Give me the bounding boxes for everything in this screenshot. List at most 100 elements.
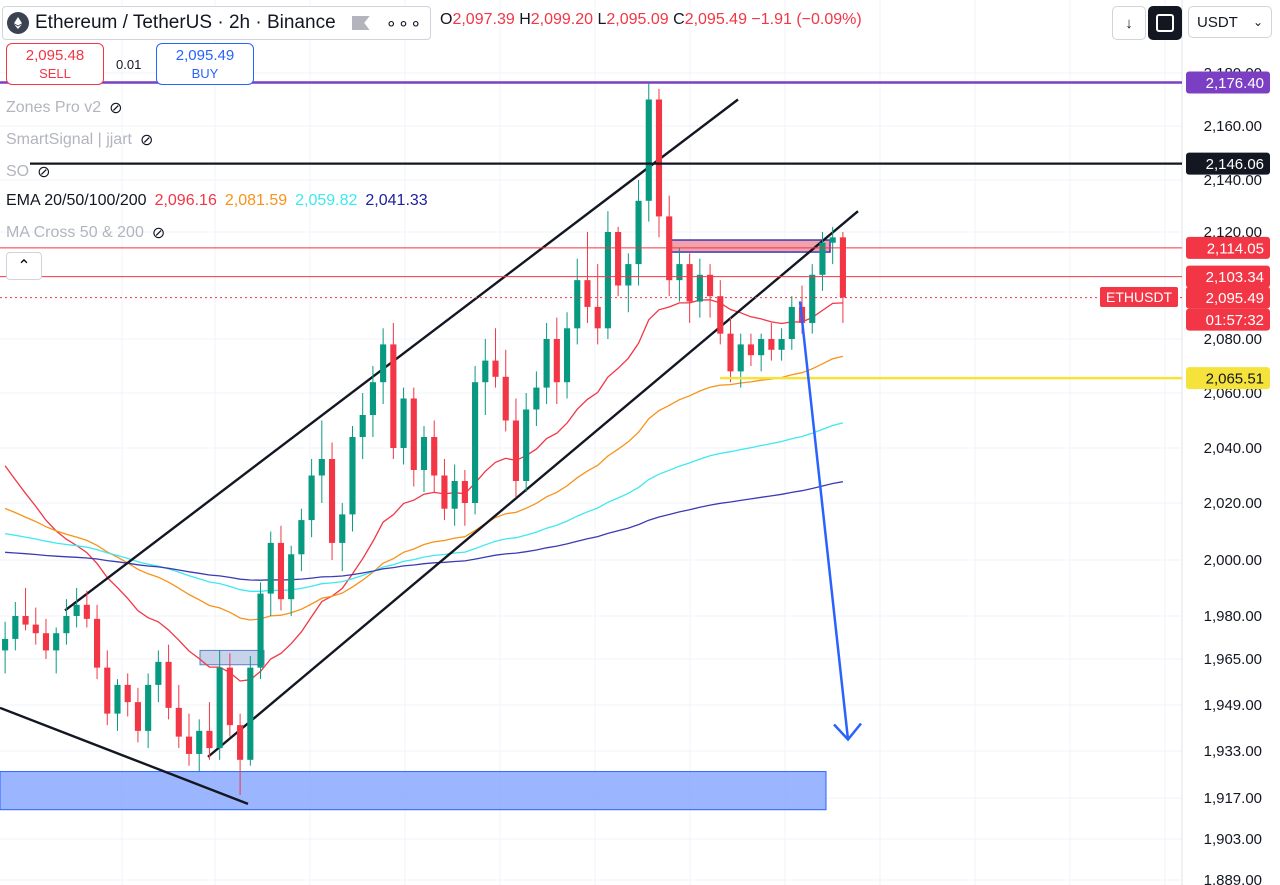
candle-body bbox=[635, 200, 642, 265]
ema100-value: 2,059.82 bbox=[295, 192, 358, 209]
ohlc-values: O2,097.39 H2,099.20 L2,095.09 C2,095.49 … bbox=[440, 11, 862, 28]
candle-body bbox=[83, 604, 90, 619]
candle-body bbox=[839, 237, 846, 298]
candle-body bbox=[185, 736, 193, 754]
candle-body bbox=[502, 376, 509, 421]
chevron-up-icon: ⌃ bbox=[17, 258, 31, 275]
candle-body bbox=[12, 616, 19, 639]
candle-body bbox=[696, 274, 703, 302]
price-tick-label: 1,889.00 bbox=[1204, 872, 1262, 885]
eye-off-icon[interactable]: ⊘ bbox=[109, 100, 123, 117]
eye-off-icon[interactable]: ⊘ bbox=[151, 225, 166, 242]
price-label-box bbox=[1186, 367, 1270, 390]
price-tick-label: 2,140.00 bbox=[1204, 172, 1262, 189]
candle-body bbox=[288, 554, 295, 600]
collapse-legend-button[interactable]: ⌃ bbox=[6, 252, 42, 280]
candle-body bbox=[73, 604, 80, 616]
download-button[interactable]: ↓ bbox=[1112, 6, 1146, 40]
symbol-header[interactable]: Ethereum / TetherUS · 2h · Binance ∘∘∘ bbox=[2, 6, 432, 40]
price-label-box bbox=[1186, 286, 1270, 309]
spread-value: 0.01 bbox=[116, 57, 142, 72]
ema20-line bbox=[4, 299, 843, 682]
indicator-smartsignal[interactable]: SmartSignal | jjart ⊘ bbox=[6, 131, 154, 149]
price-axis: 2,180.002,160.002,140.002,120.002,080.00… bbox=[1186, 65, 1270, 885]
projection-arrow-shaft bbox=[798, 301, 850, 740]
candle-body bbox=[747, 344, 755, 356]
price-label-box bbox=[1186, 236, 1270, 259]
candle-body bbox=[390, 344, 397, 448]
candle-body bbox=[676, 264, 683, 281]
supply-zone bbox=[667, 239, 831, 253]
candle-body bbox=[247, 667, 254, 760]
indicator-zones[interactable]: Zones Pro v2 ⊘ bbox=[6, 99, 123, 117]
candle-body bbox=[124, 684, 131, 703]
candle-body bbox=[328, 459, 336, 543]
candle-body bbox=[574, 280, 581, 329]
candle-body bbox=[22, 616, 29, 625]
flag-icon[interactable] bbox=[351, 16, 370, 30]
symbol-tag: ETHUSDT bbox=[1100, 286, 1179, 307]
arrow-down-icon: ↓ bbox=[1125, 14, 1133, 32]
eye-off-icon[interactable]: ⊘ bbox=[139, 132, 154, 149]
candle-body bbox=[2, 638, 9, 651]
ema-lines bbox=[4, 299, 844, 682]
ema50-line bbox=[4, 355, 844, 621]
candle-body bbox=[533, 387, 540, 410]
price-label: 2,065.51 bbox=[1206, 371, 1264, 388]
indicator-ema[interactable]: EMA 20/50/100/200 2,096.16 2,081.59 2,05… bbox=[6, 192, 428, 209]
candle-body bbox=[594, 306, 601, 329]
countdown-box bbox=[1186, 308, 1270, 331]
candle-body bbox=[32, 624, 39, 634]
candle-body bbox=[216, 667, 223, 749]
price-tick-label: 2,060.00 bbox=[1204, 385, 1262, 402]
candle-body bbox=[717, 296, 724, 334]
candle-body bbox=[277, 542, 285, 600]
price-label: 2,114.05 bbox=[1207, 240, 1264, 257]
candle-body bbox=[104, 667, 111, 714]
candle-body bbox=[523, 409, 530, 481]
candle-body bbox=[553, 339, 560, 383]
candle-body bbox=[768, 339, 775, 350]
price-tick-label: 1,933.00 bbox=[1204, 743, 1262, 760]
ema200-value: 2,041.33 bbox=[365, 192, 428, 209]
indicator-so[interactable]: SO ⊘ bbox=[6, 163, 51, 181]
fullscreen-button[interactable] bbox=[1148, 6, 1182, 40]
candle-body bbox=[788, 306, 795, 339]
candle-body bbox=[512, 420, 520, 481]
symbol-title[interactable]: Ethereum / TetherUS · 2h · Binance bbox=[35, 12, 336, 33]
candle-body bbox=[93, 618, 101, 668]
candle-body bbox=[175, 707, 182, 737]
projection-arrow bbox=[798, 301, 862, 742]
ema100-line bbox=[4, 422, 844, 592]
candle-body bbox=[584, 280, 591, 307]
more-icon[interactable]: ∘∘∘ bbox=[385, 12, 423, 33]
price-label: 2,146.06 bbox=[1206, 156, 1264, 173]
candle-body bbox=[563, 328, 571, 383]
candle-body bbox=[543, 339, 550, 388]
ema50-value: 2,081.59 bbox=[224, 192, 288, 209]
candle-body bbox=[625, 264, 632, 286]
candle-body bbox=[226, 667, 233, 726]
projection-arrow-head bbox=[833, 722, 862, 742]
candle-body bbox=[134, 702, 141, 731]
sell-button[interactable]: 2,095.48 SELL bbox=[6, 43, 104, 85]
candle-body bbox=[451, 481, 458, 509]
indicator-macross[interactable]: MA Cross 50 & 200 ⊘ bbox=[6, 224, 166, 242]
candle-body bbox=[400, 398, 407, 448]
eye-off-icon[interactable]: ⊘ bbox=[37, 164, 51, 181]
currency-select[interactable]: USDT ⌄ bbox=[1188, 6, 1272, 38]
price-label-box bbox=[1186, 152, 1270, 175]
buy-button[interactable]: 2,095.49 BUY bbox=[156, 43, 254, 85]
trendline-2 bbox=[64, 98, 739, 612]
price-tick-label: 1,917.00 bbox=[1204, 790, 1262, 807]
price-tick-label: 2,080.00 bbox=[1204, 331, 1262, 348]
price-tick-label: 2,160.00 bbox=[1204, 118, 1262, 135]
grid bbox=[0, 0, 1183, 885]
candle-body bbox=[196, 730, 203, 754]
fullscreen-icon bbox=[1156, 14, 1174, 32]
candle-body bbox=[737, 344, 744, 372]
candle-body bbox=[645, 99, 652, 201]
trendline-3 bbox=[207, 210, 859, 758]
price-tick-label: 1,965.00 bbox=[1204, 651, 1262, 668]
